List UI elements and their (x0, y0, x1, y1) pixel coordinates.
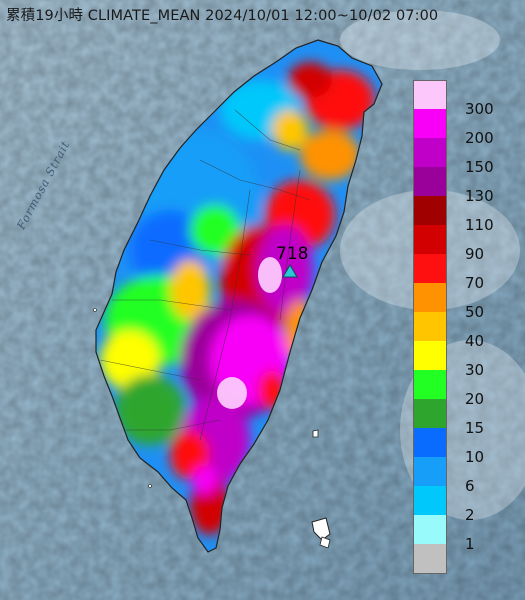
legend-label: 20 (465, 390, 485, 408)
legend-swatch (413, 312, 447, 341)
legend-swatch (413, 254, 447, 283)
legend-swatch (413, 486, 447, 515)
legend-label: 10 (465, 448, 485, 466)
legend-label: 110 (465, 216, 494, 234)
legend-swatch (413, 457, 447, 486)
legend-label: 6 (465, 477, 475, 495)
map-title: 累積19小時 CLIMATE_MEAN 2024/10/01 12:00~10/… (6, 8, 439, 24)
legend-swatch (413, 283, 447, 312)
legend-label: 90 (465, 245, 485, 263)
max-rainfall-value: 718 (276, 244, 309, 264)
legend-label: 2 (465, 506, 475, 524)
legend-swatch (413, 196, 447, 225)
legend-swatch (413, 399, 447, 428)
legend-swatch (413, 428, 447, 457)
legend-label: 15 (465, 419, 485, 437)
legend-swatch (413, 515, 447, 544)
legend-label: 150 (465, 158, 494, 176)
legend-label: 200 (465, 129, 494, 147)
legend-swatch (413, 544, 447, 574)
legend-label: 30 (465, 361, 485, 379)
legend-label: 130 (465, 187, 494, 205)
legend-label: 1 (465, 535, 475, 553)
legend-swatch (413, 138, 447, 167)
legend-label: 50 (465, 303, 485, 321)
legend-swatch (413, 225, 447, 254)
legend-label: 70 (465, 274, 485, 292)
legend-swatch (413, 109, 447, 138)
legend-swatch (413, 167, 447, 196)
legend-swatch (413, 341, 447, 370)
legend-label: 40 (465, 332, 485, 350)
legend-swatch (413, 370, 447, 399)
legend-label: 300 (465, 100, 494, 118)
max-rainfall-triangle-icon (282, 264, 298, 278)
legend-swatch (413, 80, 447, 110)
